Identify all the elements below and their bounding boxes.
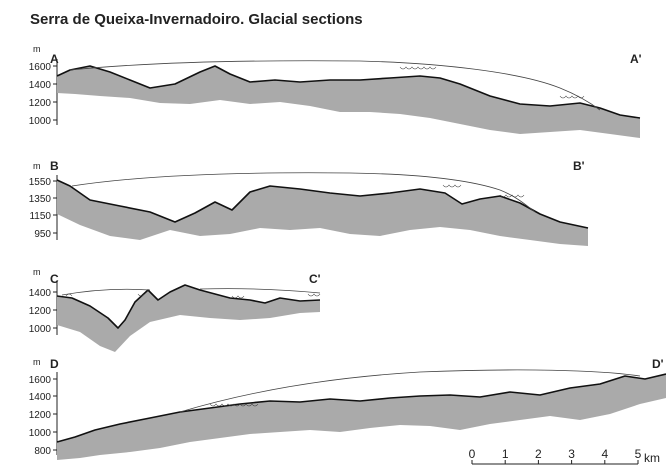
section-c: m 1400 1200 1000 C C': [29, 267, 321, 352]
section-c-start-label: C: [50, 272, 59, 286]
scale-bar-unit: km: [644, 451, 660, 465]
scale-bar-label: 4: [601, 447, 608, 461]
section-a-tick-label: 1200: [29, 98, 52, 109]
section-b-tick-label: 1150: [29, 211, 51, 222]
section-a-unit: m: [33, 44, 41, 54]
section-c-end-label: C': [309, 272, 321, 286]
section-b-ticks: 1550 1350 1150 950: [29, 177, 57, 240]
section-d-tick-label: 1400: [29, 392, 52, 403]
section-b-ice-surface: [71, 172, 536, 213]
section-d-bedrock: [57, 374, 666, 460]
section-c-tick-label: 1400: [29, 288, 52, 299]
scale-bar-label: 5: [635, 447, 642, 461]
section-b-end-label: B': [573, 159, 585, 173]
scale-bar-label: 2: [535, 447, 542, 461]
section-a: m 1600 1400 1200 1000 A A': [29, 44, 642, 138]
section-b: m 1550 1350 1150 950 B B': [29, 159, 589, 246]
section-b-start-label: B: [50, 159, 59, 173]
section-d-tick-label: 1000: [29, 428, 52, 439]
section-a-surface: [56, 65, 641, 119]
scale-bar: 0 1 2 3 4 5 km: [469, 447, 660, 465]
section-d-tick-label: 800: [34, 446, 51, 457]
section-c-moraine: [65, 293, 321, 299]
section-d-end-label: D': [652, 357, 664, 371]
scale-bar-label: 3: [568, 447, 575, 461]
section-b-bedrock: [57, 180, 588, 246]
section-a-end-label: A': [630, 52, 642, 66]
section-c-ice-surface: [61, 288, 321, 296]
section-a-moraine: [399, 66, 585, 99]
section-c-bedrock: [57, 285, 320, 352]
section-d-moraine: [209, 403, 259, 407]
section-b-tick-label: 1350: [29, 194, 52, 205]
section-c-ticks: 1400 1200 1000: [29, 288, 57, 335]
section-a-ticks: 1600 1400 1200 1000: [29, 62, 57, 127]
section-d-unit: m: [33, 357, 41, 367]
section-d-tick-label: 1600: [29, 375, 52, 386]
section-d-ticks: 1600 1400 1200 1000 800: [29, 375, 57, 457]
section-a-tick-label: 1400: [29, 80, 52, 91]
figure-title: Serra de Queixa-Invernadoiro. Glacial se…: [30, 11, 363, 28]
section-d-start-label: D: [50, 357, 59, 371]
section-a-ice-surface: [69, 60, 601, 111]
scale-bar-ticks: 0 1 2 3 4 5: [469, 447, 642, 464]
section-a-bedrock: [57, 66, 640, 138]
scale-bar-label: 1: [502, 447, 509, 461]
section-a-tick-label: 1000: [29, 116, 52, 127]
section-b-moraine: [442, 184, 525, 198]
section-a-tick-label: 1600: [29, 62, 52, 73]
section-c-tick-label: 1000: [29, 324, 52, 335]
section-d-ice-surface: [179, 369, 641, 413]
section-c-unit: m: [33, 267, 41, 277]
section-d: m 1600 1400 1200 1000 800 D D': [29, 357, 666, 460]
section-d-tick-label: 1200: [29, 410, 52, 421]
section-c-surface: [56, 284, 321, 329]
section-b-tick-label: 1550: [29, 177, 52, 188]
section-d-surface: [56, 373, 666, 443]
section-b-unit: m: [33, 161, 41, 171]
section-c-tick-label: 1200: [29, 306, 52, 317]
section-a-start-label: A: [50, 52, 59, 66]
section-b-tick-label: 950: [34, 229, 51, 240]
scale-bar-label: 0: [469, 447, 476, 461]
